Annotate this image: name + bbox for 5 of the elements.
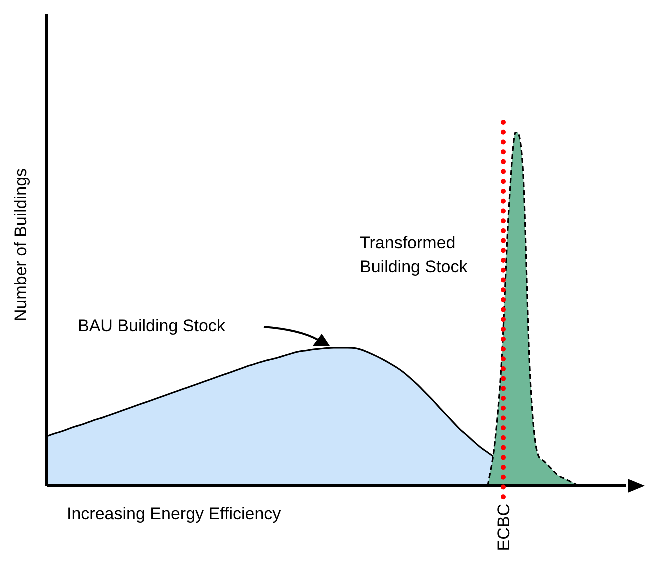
- y-axis-title: Number of Buildings: [12, 168, 31, 322]
- text: Transformed Building Stock: [360, 234, 468, 277]
- x-axis-title: Increasing Energy Efficiency: [67, 504, 282, 524]
- legend-label: BAU Building Stock: [78, 316, 226, 336]
- text: ECBC: [494, 504, 514, 552]
